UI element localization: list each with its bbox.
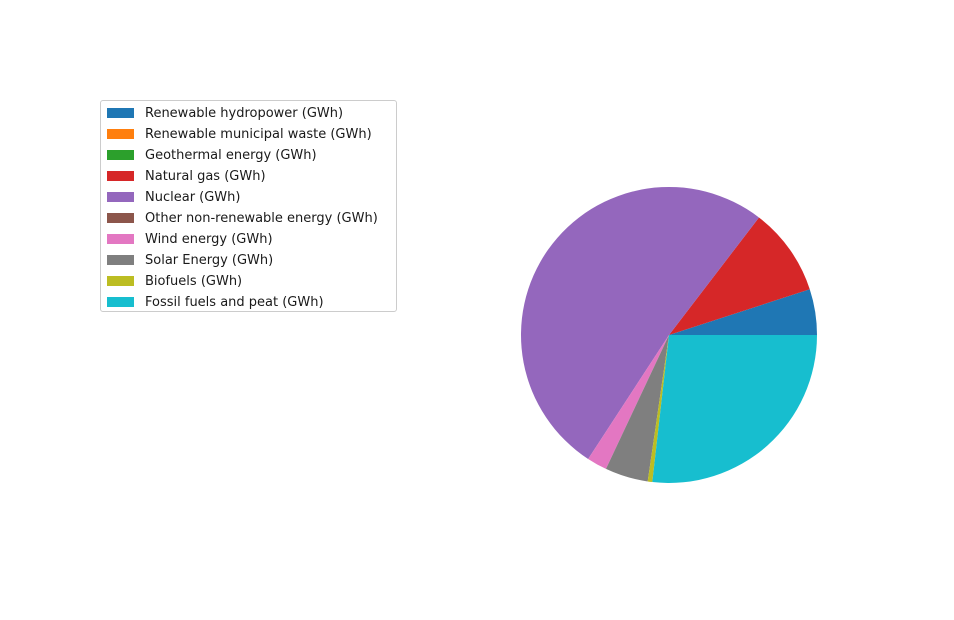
legend-label: Biofuels (GWh) xyxy=(145,273,243,289)
legend-swatch xyxy=(107,234,134,244)
legend-label: Nuclear (GWh) xyxy=(145,189,241,205)
pie-slice-nuclear xyxy=(520,186,759,459)
pie-slice-renewable-hydropower xyxy=(669,289,817,335)
legend-entry: Fossil fuels and peat (GWh) xyxy=(107,292,324,312)
legend-entry: Natural gas (GWh) xyxy=(107,166,266,186)
legend-swatch xyxy=(107,297,134,307)
legend-label: Renewable hydropower (GWh) xyxy=(145,105,344,121)
legend-swatch xyxy=(107,213,134,223)
pie-slice-wind-energy xyxy=(588,335,669,469)
pie-slice-biofuels xyxy=(647,335,669,483)
legend-label: Solar Energy (GWh) xyxy=(145,252,274,268)
legend-label: Other non-renewable energy (GWh) xyxy=(145,210,378,226)
legend-swatch xyxy=(107,255,134,265)
legend-entry: Wind energy (GWh) xyxy=(107,229,273,249)
legend-entry: Other non-renewable energy (GWh) xyxy=(107,208,378,228)
legend-swatch xyxy=(107,150,134,160)
pie-slice-solar-energy xyxy=(605,335,669,482)
pie-slice-fossil-fuels-and-peat xyxy=(652,335,817,484)
legend-swatch xyxy=(107,276,134,286)
legend-swatch xyxy=(107,192,134,202)
legend-entry: Renewable municipal waste (GWh) xyxy=(107,124,372,144)
legend-entry: Renewable hydropower (GWh) xyxy=(107,103,343,123)
legend-entry: Geothermal energy (GWh) xyxy=(107,145,317,165)
legend-entry: Nuclear (GWh) xyxy=(107,187,240,207)
legend-label: Natural gas (GWh) xyxy=(145,168,266,184)
legend-entry: Biofuels (GWh) xyxy=(107,271,242,291)
pie-slices xyxy=(520,186,817,484)
legend-label: Renewable municipal waste (GWh) xyxy=(145,126,372,142)
legend-label: Geothermal energy (GWh) xyxy=(145,147,317,163)
legend-swatch xyxy=(107,129,134,139)
legend-label: Fossil fuels and peat (GWh) xyxy=(145,294,324,310)
pie-slice-natural-gas xyxy=(669,217,810,335)
legend-swatch xyxy=(107,108,134,118)
legend-entry: Solar Energy (GWh) xyxy=(107,250,273,270)
chart-legend: Renewable hydropower (GWh) Renewable muni… xyxy=(100,100,397,312)
legend-label: Wind energy (GWh) xyxy=(145,231,273,247)
legend-swatch xyxy=(107,171,134,181)
